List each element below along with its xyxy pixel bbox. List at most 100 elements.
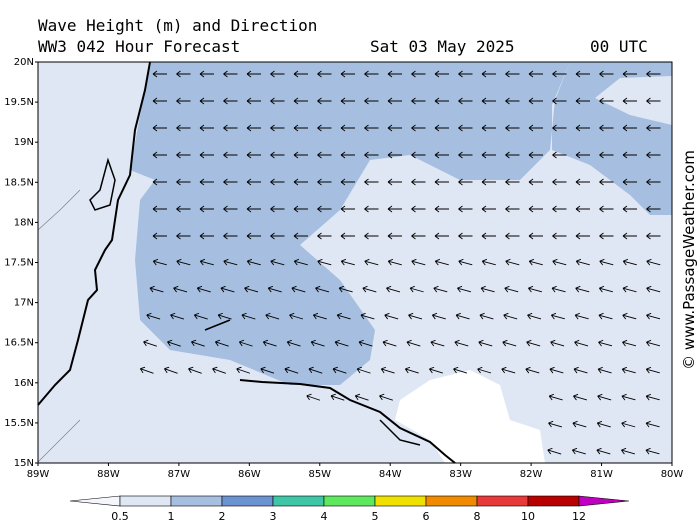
arrow <box>552 178 567 186</box>
arrow-shape <box>528 285 542 293</box>
arrow <box>152 258 167 266</box>
arrow-shape <box>454 339 469 347</box>
arrow <box>501 366 516 374</box>
arrow <box>622 205 637 213</box>
arrow <box>645 420 660 428</box>
arrow <box>310 339 325 347</box>
arrow-shape <box>223 97 238 105</box>
arrow-shape <box>552 178 567 186</box>
arrow-shape <box>478 339 493 347</box>
arrow <box>191 339 205 347</box>
lon-label: 81W <box>590 469 613 480</box>
lon-label: 80W <box>661 469 684 480</box>
arrow <box>552 97 567 105</box>
lat-label: 19.5N <box>4 97 34 108</box>
arrow <box>552 124 567 132</box>
arrow <box>646 312 661 320</box>
colorbar-segment <box>221 495 274 507</box>
arrow <box>597 366 612 374</box>
arrow-shape <box>406 339 421 347</box>
arrow-shape <box>505 178 520 186</box>
arrow-shape <box>176 97 191 105</box>
arrow <box>646 285 661 293</box>
arrow <box>364 97 379 105</box>
arrow-shape <box>646 97 661 105</box>
arrow <box>548 420 563 428</box>
arrow <box>387 258 402 266</box>
arrow <box>170 312 185 320</box>
arrow-shape <box>364 97 379 105</box>
lat-label: 18N <box>14 217 34 228</box>
arrow-shape <box>176 205 191 213</box>
arrow <box>454 339 469 347</box>
arrow <box>387 232 402 240</box>
colorbar-label: 10 <box>521 510 535 523</box>
arrow-shape <box>599 232 614 240</box>
arrow <box>411 232 426 240</box>
arrow <box>575 258 590 266</box>
arrow <box>429 366 443 374</box>
arrow <box>552 258 567 266</box>
arrow-shape <box>575 232 590 240</box>
arrow-shape <box>193 312 208 320</box>
arrow <box>293 124 308 132</box>
arrow-shape <box>223 258 238 266</box>
arrow <box>622 70 637 78</box>
arrow-shape <box>480 285 495 293</box>
arrow <box>622 97 637 105</box>
arrow-shape <box>176 178 191 186</box>
arrow-shape <box>621 420 636 428</box>
arrow-shape <box>196 285 211 293</box>
arrow-shape <box>267 285 282 293</box>
arrow-shape <box>622 285 637 293</box>
arrow-shape <box>575 178 590 186</box>
arrow <box>552 70 567 78</box>
arrow <box>212 366 226 374</box>
arrow <box>387 97 402 105</box>
arrow-shape <box>223 151 238 159</box>
arrow <box>408 312 423 320</box>
arrow-shape <box>340 97 355 105</box>
arrow <box>360 312 375 320</box>
arrow-shape <box>364 70 379 78</box>
arrow <box>571 447 586 455</box>
arrow-shape <box>622 70 637 78</box>
arrow-shape <box>502 339 517 347</box>
arrow <box>236 366 251 374</box>
arrow <box>646 232 661 240</box>
arrow <box>411 97 426 105</box>
arrow-shape <box>552 205 567 213</box>
arrow <box>338 285 353 293</box>
arrow-shape <box>574 339 589 347</box>
arrow-shape <box>411 151 426 159</box>
arrow <box>599 97 614 105</box>
arrow-shape <box>505 97 520 105</box>
arrow-shape <box>505 70 520 78</box>
arrow <box>379 393 393 401</box>
arrow <box>293 205 308 213</box>
arrow-shape <box>411 205 426 213</box>
arrow-shape <box>152 124 167 132</box>
arrow-shape <box>340 258 355 266</box>
arrow-shape <box>284 366 299 374</box>
arrow <box>315 285 330 293</box>
arrow-shape <box>597 393 612 401</box>
arrow-shape <box>152 97 167 105</box>
arrow <box>505 178 520 186</box>
arrow <box>246 124 261 132</box>
arrow <box>387 70 402 78</box>
arrow <box>246 70 261 78</box>
arrow <box>384 312 399 320</box>
colorbar-label: 6 <box>423 510 430 523</box>
arrow-shape <box>434 178 449 186</box>
arrow-shape <box>380 366 395 374</box>
arrow-shape <box>646 232 661 240</box>
arrow <box>527 312 542 320</box>
arrow <box>246 97 261 105</box>
colorbar-segment <box>527 495 580 507</box>
arrow-shape <box>646 339 661 347</box>
arrow-shape <box>152 70 167 78</box>
arrow-shape <box>622 258 637 266</box>
arrow-shape <box>387 205 402 213</box>
arrow <box>481 124 496 132</box>
